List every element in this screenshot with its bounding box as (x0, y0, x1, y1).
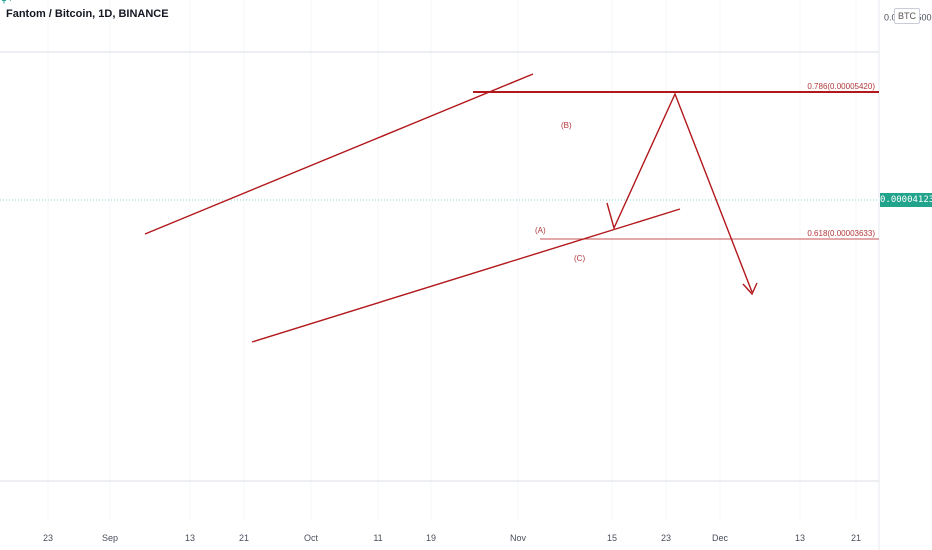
x-tick-label: Sep (102, 533, 118, 543)
channel-lower-line (251, 208, 681, 343)
x-tick-label: 21 (239, 533, 249, 543)
x-tick-label: 23 (661, 533, 671, 543)
drawings: 0.786(0.00005420) 0.618(0.00003633) (A) (B)… (144, 73, 879, 343)
x-tick-label: 13 (795, 533, 805, 543)
candle (1, 0, 7, 1)
projection-path (606, 92, 753, 293)
x-tick-label: 21 (851, 533, 861, 543)
x-tick-label: Dec (712, 533, 729, 543)
fib-786-label: 0.786(0.00005420) (807, 82, 875, 91)
channel-upper-line (144, 73, 534, 235)
projection-arrowhead (742, 282, 758, 296)
unit-badge[interactable]: BTC (894, 8, 920, 24)
grid (0, 0, 879, 520)
x-tick-label: 11 (373, 533, 382, 543)
x-tick-label: 15 (607, 533, 617, 543)
x-axis: 23 Sep 13 21 Oct 11 19 Nov 15 23 Dec 13 21 (43, 533, 861, 543)
fib-618-label: 0.618(0.00003633) (807, 229, 875, 238)
candles (1, 0, 11, 4)
chart-title: Fantom / Bitcoin, 1D, BINANCE (6, 8, 169, 20)
x-tick-label: 23 (43, 533, 53, 543)
wave-b-label: (B) (561, 121, 572, 130)
x-tick-label: 13 (185, 533, 195, 543)
wave-c-label: (C) (574, 254, 585, 263)
current-price-tag: 0.00004123 (880, 193, 932, 207)
x-tick-label: 19 (426, 533, 436, 543)
x-tick-label: Nov (510, 533, 527, 543)
wave-a-label: (A) (535, 226, 546, 235)
x-tick-label: Oct (304, 533, 319, 543)
